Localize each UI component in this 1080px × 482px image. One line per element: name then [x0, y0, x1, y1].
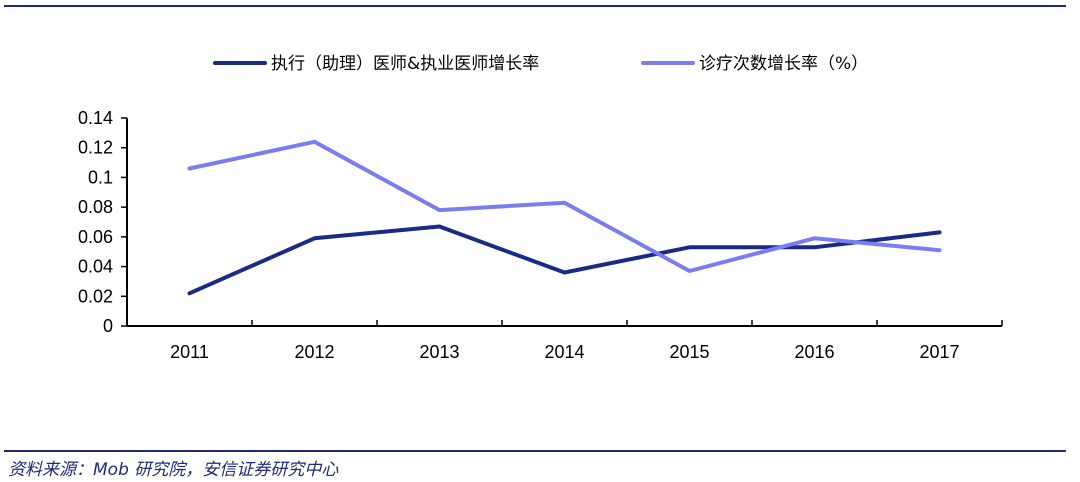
x-tick-label: 2013: [419, 342, 459, 362]
legend-label-2: 诊疗次数增长率（%）: [699, 54, 868, 74]
y-tick-label: 0: [103, 316, 113, 336]
series-group: [187, 139, 942, 296]
x-tick-label: 2015: [669, 342, 709, 362]
axes: 0 0.02 0.04 0.06 0.08 0.1 0.12 0.14 2011 2012 2013…: [78, 108, 1003, 362]
y-tick-label: 0.14: [78, 108, 113, 128]
x-tick-label: 2014: [544, 342, 584, 362]
top-rule: [4, 5, 1066, 7]
series-line-2: [187, 139, 942, 273]
y-tick-label: 0.12: [78, 138, 113, 158]
series-line-1: [187, 224, 942, 296]
line-chart: 执行（助理）医师&执业医师增长率 诊疗次数增长率（%） 0 0.02 0.04 0.06…: [78, 54, 1003, 362]
y-tick-label: 0.1: [88, 167, 113, 187]
x-tick-label: 2016: [794, 342, 834, 362]
bottom-rule: [4, 450, 1066, 452]
source-note: 资料来源：Mob 研究院，安信证券研究中心: [8, 460, 339, 480]
legend: 执行（助理）医师&执业医师增长率 诊疗次数增长率（%）: [213, 54, 868, 74]
y-tick-label: 0.06: [78, 227, 113, 247]
y-tick-label: 0.04: [78, 257, 113, 277]
y-tick-label: 0.08: [78, 197, 113, 217]
x-tick-label: 2012: [294, 342, 334, 362]
y-tick-label: 0.02: [78, 286, 113, 306]
x-tick-label: 2017: [919, 342, 959, 362]
x-tick-label: 2011: [170, 342, 209, 362]
legend-label-1: 执行（助理）医师&执业医师增长率: [271, 54, 539, 74]
